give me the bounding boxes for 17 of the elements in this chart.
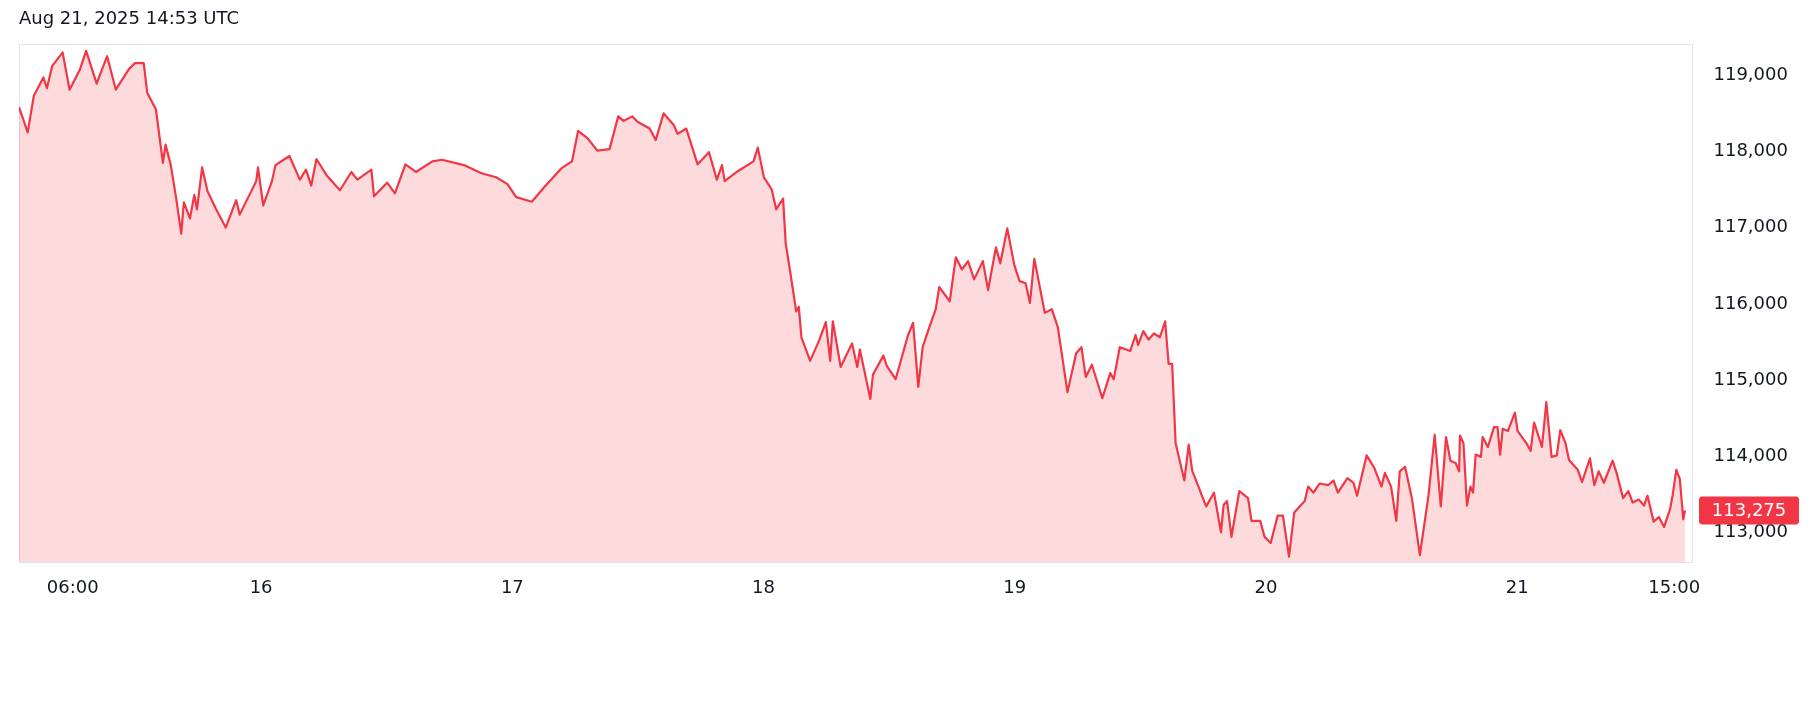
chart-title: Aug 21, 2025 14:53 UTC: [19, 7, 240, 28]
x-tick-label: 16: [249, 575, 273, 597]
x-tick-label: 19: [1003, 575, 1027, 597]
x-tick-label: 18: [752, 575, 775, 597]
y-tick-label: 117,000: [1713, 215, 1788, 237]
y-tick-label: 119,000: [1713, 62, 1788, 84]
x-tick-label: 06:00: [46, 575, 99, 597]
y-tick-label: 114,000: [1713, 443, 1788, 465]
annotation: 113,275: [1711, 498, 1787, 520]
y-tick-label: 118,000: [1713, 139, 1788, 161]
x-tick-label: 17: [500, 575, 524, 597]
y-tick-label: 113,000: [1713, 520, 1788, 542]
y-tick-label: 116,000: [1713, 291, 1788, 313]
x-tick-label: 21: [1505, 575, 1529, 597]
y-tick-label: 115,000: [1713, 367, 1788, 389]
x-tick-label: 20: [1254, 575, 1278, 597]
x-tick-label: 15:00: [1648, 575, 1701, 597]
